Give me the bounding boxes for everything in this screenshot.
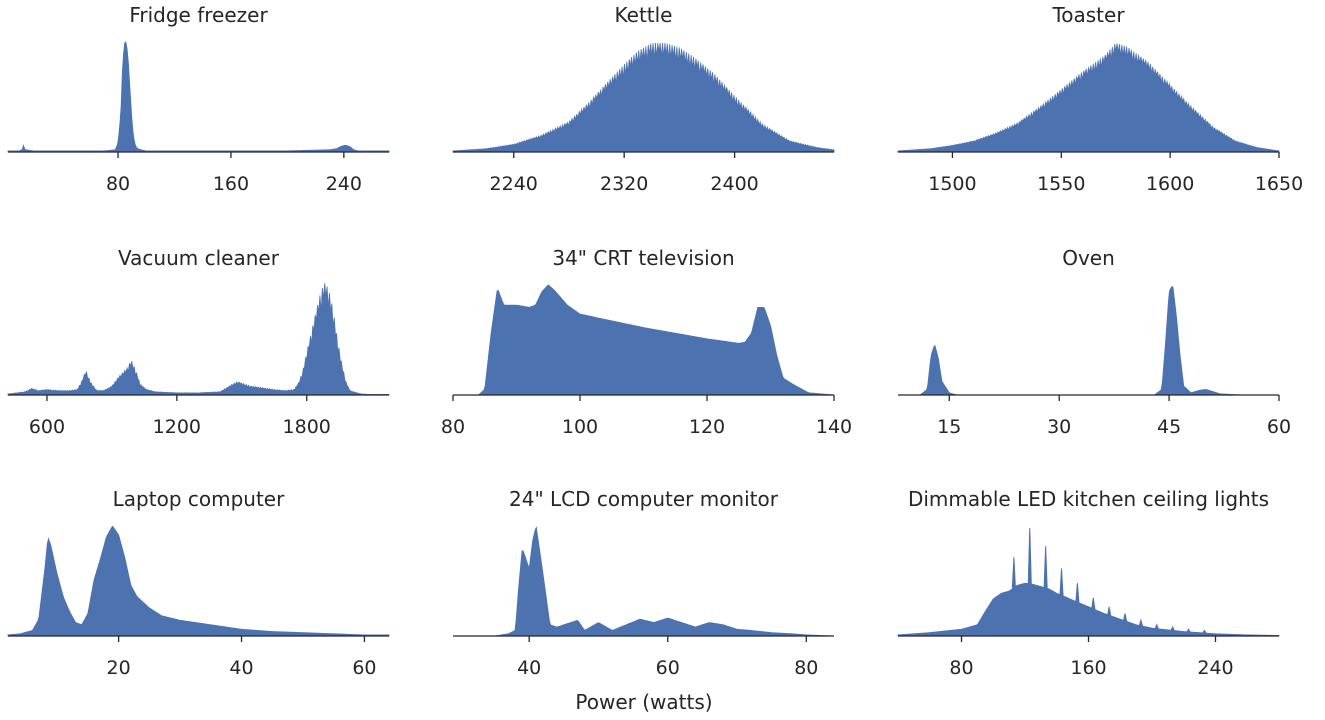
x-tick-label: 240 <box>326 173 362 195</box>
spike-mark <box>1027 528 1032 585</box>
x-tick-label: 2400 <box>710 173 758 195</box>
subplot-1: Fridge freezer 80 160 240 <box>7 3 390 195</box>
spike-mark <box>1154 623 1160 630</box>
subplot-6: Oven 15 30 45 60 <box>898 246 1291 438</box>
x-tick-label: 45 <box>1157 416 1181 438</box>
spike-mark <box>1059 568 1064 596</box>
density-area <box>898 285 1279 396</box>
figure-xlabel: Power (watts) <box>575 690 712 714</box>
spike-mark <box>1075 583 1080 603</box>
x-tick-label: 1800 <box>283 416 331 438</box>
spike-mark <box>1011 557 1016 589</box>
x-tick-label: 1550 <box>1037 173 1085 195</box>
density-area <box>452 42 835 153</box>
subplot-title: Oven <box>1062 246 1115 270</box>
subplot-title: Vacuum cleaner <box>118 246 280 270</box>
density-area <box>453 284 835 396</box>
x-tick-label: 140 <box>816 416 852 438</box>
x-tick-label: 120 <box>689 416 725 438</box>
subplot-title: Toaster <box>1051 3 1125 27</box>
subplot-9: Dimmable LED kitchen ceiling lights 80 160… <box>897 487 1280 679</box>
x-tick-label: 20 <box>107 657 131 679</box>
x-tick-label: 40 <box>517 657 541 679</box>
x-tick-label: 80 <box>949 657 973 679</box>
density-area <box>7 41 390 153</box>
x-tick-label: 1200 <box>153 416 201 438</box>
x-tick-label: 2320 <box>600 173 648 195</box>
x-tick-label: 30 <box>1047 416 1071 438</box>
spike-mark <box>1091 597 1096 610</box>
spike-mark <box>1107 606 1112 616</box>
x-tick-label: 1650 <box>1255 173 1303 195</box>
spike-mark <box>1122 613 1128 622</box>
x-tick-label: 60 <box>1267 416 1291 438</box>
subplot-title: Dimmable LED kitchen ceiling lights <box>908 487 1269 511</box>
subplot-3: Toaster 1500 1550 1600 1650 <box>897 3 1303 195</box>
subplot-title: 34" CRT television <box>552 246 734 270</box>
x-tick-label: 60 <box>352 657 376 679</box>
density-area <box>897 43 1280 153</box>
x-tick-label: 160 <box>213 173 249 195</box>
x-tick-label: 100 <box>562 416 598 438</box>
density-area <box>453 525 835 637</box>
subplot-8: 24" LCD computer monitor 40 60 80 <box>453 487 835 679</box>
spike-mark <box>1170 625 1175 631</box>
spike-mark <box>1186 628 1191 633</box>
subplot-7: Laptop computer 20 40 60 <box>7 487 390 679</box>
x-tick-label: 60 <box>656 657 680 679</box>
subplot-title: Kettle <box>615 3 673 27</box>
x-tick-label: 2240 <box>490 173 538 195</box>
x-tick-label: 80 <box>106 173 130 195</box>
subplot-2: Kettle 2240 2320 2400 <box>452 3 835 195</box>
x-tick-label: 1600 <box>1146 173 1194 195</box>
x-tick-label: 15 <box>937 416 961 438</box>
spike-mark <box>1138 618 1144 627</box>
subplot-title: Laptop computer <box>113 487 285 511</box>
subplot-4: Vacuum cleaner 600 1200 1800 <box>7 246 390 438</box>
density-area <box>7 283 390 396</box>
subplot-title: 24" LCD computer monitor <box>509 487 779 511</box>
x-tick-label: 40 <box>229 657 253 679</box>
density-area <box>7 525 390 637</box>
spike-mark <box>1043 546 1048 589</box>
subplot-5: 34" CRT television 80 100 120 140 <box>441 246 852 438</box>
x-tick-label: 80 <box>441 416 465 438</box>
x-tick-label: 80 <box>794 657 818 679</box>
x-tick-label: 1500 <box>928 173 976 195</box>
subplot-title: Fridge freezer <box>129 3 268 27</box>
x-tick-label: 160 <box>1070 657 1106 679</box>
x-tick-label: 600 <box>29 416 65 438</box>
x-tick-label: 240 <box>1197 657 1233 679</box>
spike-mark <box>1201 629 1207 634</box>
density-area <box>897 582 1280 637</box>
